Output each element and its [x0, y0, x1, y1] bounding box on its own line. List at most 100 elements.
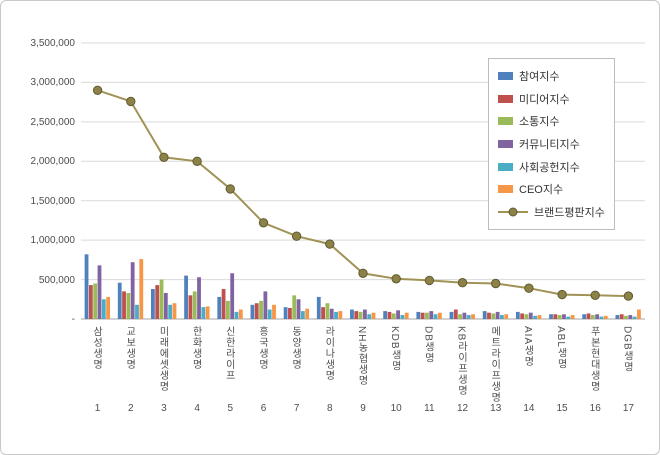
bar-segment	[595, 314, 600, 319]
bar-segment	[420, 312, 425, 319]
legend-label: 커뮤니티지수	[519, 138, 580, 151]
legend-item: CEO지수	[498, 181, 605, 197]
x-axis-rank-label: 3	[161, 403, 167, 414]
bar-segment	[321, 307, 325, 319]
x-axis-label: 동양생명	[289, 326, 301, 370]
bar-segment	[615, 315, 620, 319]
x-axis-rank-label: 16	[589, 403, 601, 414]
legend-label: 미디어지수	[519, 93, 570, 106]
bar-segment	[329, 308, 334, 319]
line-marker	[557, 289, 567, 300]
legend-line-marker-icon	[498, 207, 528, 217]
bar-segment	[316, 296, 321, 319]
bar-segment	[234, 311, 239, 319]
bar-segment	[471, 314, 475, 319]
legend-item: 참여지수	[498, 68, 605, 84]
x-axis-rank-label: 8	[327, 403, 333, 414]
bar-segment	[197, 277, 201, 319]
x-axis-rank-label: 2	[127, 403, 134, 414]
bar-segment	[404, 312, 409, 319]
bar-segment	[637, 309, 641, 319]
bar-segment	[590, 315, 595, 319]
x-axis-label: 미래에셋생명	[156, 326, 168, 392]
line-marker	[126, 96, 136, 107]
bar-segment	[562, 314, 566, 319]
bar-segment	[267, 309, 272, 319]
x-axis-rank-label: 11	[424, 403, 435, 414]
bar-segment	[338, 311, 343, 319]
bar-segment	[106, 296, 111, 319]
line-marker	[424, 275, 435, 286]
y-axis-tick-label: -	[71, 314, 75, 325]
x-axis-label: NH농협생명	[356, 326, 367, 387]
x-axis-label: DGB생명	[621, 326, 633, 373]
bar-segment	[201, 307, 206, 319]
bar-segment	[553, 314, 558, 319]
bar-segment	[205, 306, 210, 319]
legend-swatch-icon	[498, 94, 513, 103]
bar-segment	[391, 313, 396, 319]
line-marker	[291, 231, 302, 241]
bar-segment	[557, 315, 562, 319]
bar-segment	[296, 299, 301, 319]
x-axis-label: KDB생명	[389, 326, 401, 372]
bar-segment	[126, 292, 131, 319]
line-marker	[524, 283, 534, 293]
bar-segment	[101, 299, 106, 319]
y-axis-tick-label: 1,000,000	[30, 235, 76, 247]
x-axis-label: 흥국생명	[256, 326, 268, 370]
legend-swatch-icon	[498, 185, 513, 194]
x-axis-label: AIA생명	[521, 326, 533, 368]
bar-segment	[358, 311, 363, 319]
bar-segment	[453, 309, 458, 319]
legend-item: 미디어지수	[498, 91, 605, 107]
legend-label: 참여지수	[519, 71, 560, 84]
bar-segment	[487, 312, 491, 319]
bar-segment	[603, 315, 608, 319]
bar-segment	[117, 282, 122, 319]
bar-segment	[387, 311, 392, 319]
x-axis-rank-label: 13	[490, 403, 502, 414]
bar-segment	[582, 314, 587, 319]
bar-segment	[151, 289, 155, 319]
bar-segment	[122, 291, 126, 319]
line-marker	[92, 85, 103, 96]
x-axis-label: KB라이프생명	[455, 326, 467, 397]
bar-segment	[599, 316, 604, 319]
bar-segment	[84, 254, 89, 319]
line-marker	[391, 274, 401, 284]
legend-swatch-icon	[498, 162, 513, 171]
bar-segment	[130, 262, 135, 319]
line-marker	[457, 278, 468, 288]
line-marker	[491, 278, 501, 289]
bar-segment	[135, 304, 139, 319]
x-axis-label: 메트라이프생명	[488, 326, 500, 403]
bar-segment	[458, 314, 463, 319]
bar-segment	[566, 316, 571, 319]
bar-segment	[334, 311, 338, 319]
bar-segment	[429, 311, 434, 319]
bar-segment	[155, 285, 160, 319]
line-marker	[590, 290, 600, 300]
bar-segment	[88, 285, 93, 319]
bar-segment	[524, 314, 529, 319]
bar-segment	[528, 312, 533, 319]
bar-segment	[184, 275, 188, 319]
legend-swatch-icon	[498, 72, 513, 81]
x-axis-label: 한화생명	[190, 326, 202, 370]
bar-segment	[437, 312, 442, 319]
bar-segment	[225, 300, 230, 319]
y-axis-tick-label: 2,000,000	[30, 156, 76, 168]
bar-segment	[163, 292, 168, 319]
x-axis-rank-label: 14	[523, 403, 535, 414]
bar-segment	[238, 309, 243, 319]
x-axis-rank-label: 17	[622, 403, 634, 414]
bar-segment	[263, 291, 268, 319]
legend-item: 사회공헌지수	[498, 159, 605, 175]
bar-segment	[168, 304, 173, 319]
bar-segment	[619, 314, 624, 319]
bar-segment	[449, 311, 454, 319]
bar-segment	[500, 315, 504, 319]
bar-segment	[292, 295, 297, 319]
